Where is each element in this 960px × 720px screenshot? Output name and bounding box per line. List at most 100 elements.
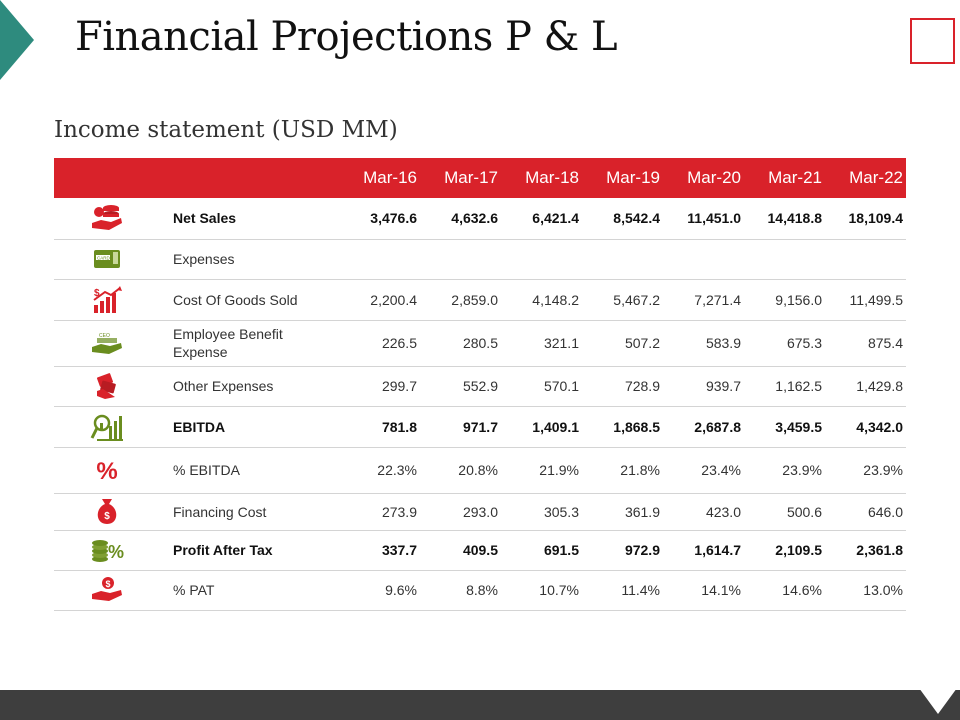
value-cell: 293.0 <box>420 493 501 531</box>
value-cell: 18,109.4 <box>825 198 906 240</box>
value-cell: 423.0 <box>663 493 744 531</box>
row-icon-cell <box>54 198 159 240</box>
table-row: CEO Employee Benefit Expense 226.5 280.5 321… <box>54 320 906 367</box>
value-cell: 500.6 <box>744 493 825 531</box>
value-cell: 21.9% <box>501 447 582 494</box>
value-cell: 3,476.6 <box>339 198 420 240</box>
row-label: Cost Of Goods Sold <box>159 279 339 321</box>
coins-hand-icon <box>89 203 125 233</box>
value-cell: 9,156.0 <box>744 279 825 321</box>
svg-text:%: % <box>107 542 123 562</box>
value-cell: 2,361.8 <box>825 530 906 571</box>
row-label: Other Expenses <box>159 366 339 407</box>
row-label: % PAT <box>159 570 339 611</box>
column-header: Mar-17 <box>444 168 498 187</box>
table-row: Net Sales 3,476.6 4,632.6 6,421.4 8,542.4 11,… <box>54 198 906 240</box>
value-cell: 646.0 <box>825 493 906 531</box>
money-bills-icon <box>89 371 125 401</box>
value-cell: 6,421.4 <box>501 198 582 240</box>
row-icon-cell: % <box>54 447 159 494</box>
table-row: $ % PAT 9.6% 8.8% 10.7% 11.4% 14.1% 14.6% 13.0% <box>54 570 906 611</box>
value-cell: 1,614.7 <box>663 530 744 571</box>
value-cell: 3,459.5 <box>744 406 825 448</box>
value-cell: 875.4 <box>825 320 906 367</box>
value-cell: 1,429.8 <box>825 366 906 407</box>
table-row: % Profit After Tax 337.7 409.5 691.5 972.9 1,6… <box>54 530 906 571</box>
value-cell: 675.3 <box>744 320 825 367</box>
value-cell: 728.9 <box>582 366 663 407</box>
value-cell: 14.6% <box>744 570 825 611</box>
value-cell: 552.9 <box>420 366 501 407</box>
value-cell: 21.8% <box>582 447 663 494</box>
table-row: %% EBITDA 22.3% 20.8% 21.9% 21.8% 23.4% 23.9% 2… <box>54 447 906 494</box>
row-icon-cell: CARD <box>54 239 159 280</box>
value-cell: 7,271.4 <box>663 279 744 321</box>
coins-percent-icon: % <box>89 535 125 565</box>
column-header: Mar-20 <box>687 168 741 187</box>
value-cell <box>663 239 744 280</box>
value-cell: 299.7 <box>339 366 420 407</box>
value-cell: 321.1 <box>501 320 582 367</box>
header-icon-cell <box>54 158 159 198</box>
value-cell: 4,148.2 <box>501 279 582 321</box>
row-label: Financing Cost <box>159 493 339 531</box>
value-cell: 4,342.0 <box>825 406 906 448</box>
value-cell: 273.9 <box>339 493 420 531</box>
column-header: Mar-18 <box>525 168 579 187</box>
value-cell: 4,632.6 <box>420 198 501 240</box>
column-header: Mar-22 <box>849 168 903 187</box>
percent-icon: % <box>89 455 125 485</box>
column-header: Mar-19 <box>606 168 660 187</box>
value-cell: 11,499.5 <box>825 279 906 321</box>
value-cell: 13.0% <box>825 570 906 611</box>
table-row: Other Expenses 299.7 552.9 570.1 728.9 939.7 1… <box>54 366 906 407</box>
svg-text:$: $ <box>104 511 110 522</box>
table-subtitle: Income statement (USD MM) <box>54 117 398 143</box>
decorative-box <box>910 18 955 64</box>
page-title: Financial Projections P & L <box>75 14 618 60</box>
svg-text:%: % <box>96 458 117 485</box>
value-cell <box>744 239 825 280</box>
value-cell: 361.9 <box>582 493 663 531</box>
row-icon-cell <box>54 366 159 407</box>
value-cell: 280.5 <box>420 320 501 367</box>
row-icon-cell: CEO <box>54 320 159 367</box>
value-cell: 10.7% <box>501 570 582 611</box>
value-cell: 939.7 <box>663 366 744 407</box>
card-icon: CARD <box>89 244 125 274</box>
svg-text:CARD: CARD <box>97 255 111 260</box>
row-icon-cell: % <box>54 530 159 571</box>
column-header: Mar-21 <box>768 168 822 187</box>
table-header-row: Mar-16 Mar-17 Mar-18 Mar-19 Mar-20 Mar-2… <box>54 158 906 198</box>
hand-money-icon: CEO <box>89 328 125 358</box>
table-row: $ Cost Of Goods Sold 2,200.4 2,859.0 4,148.2… <box>54 279 906 321</box>
value-cell: 691.5 <box>501 530 582 571</box>
value-cell: 409.5 <box>420 530 501 571</box>
row-label: Expenses <box>159 239 339 280</box>
magnifier-bars-icon <box>89 412 125 442</box>
value-cell: 2,200.4 <box>339 279 420 321</box>
value-cell: 1,162.5 <box>744 366 825 407</box>
value-cell: 1,868.5 <box>582 406 663 448</box>
row-label: % EBITDA <box>159 447 339 494</box>
row-icon-cell <box>54 406 159 448</box>
value-cell: 971.7 <box>420 406 501 448</box>
value-cell <box>825 239 906 280</box>
value-cell <box>501 239 582 280</box>
value-cell: 1,409.1 <box>501 406 582 448</box>
value-cell: 507.2 <box>582 320 663 367</box>
value-cell: 8,542.4 <box>582 198 663 240</box>
svg-text:$: $ <box>94 288 100 299</box>
table-row: CARD Expenses <box>54 239 906 280</box>
svg-text:CEO: CEO <box>99 333 110 339</box>
row-label: Net Sales <box>159 198 339 240</box>
value-cell: 9.6% <box>339 570 420 611</box>
value-cell <box>582 239 663 280</box>
value-cell: 570.1 <box>501 366 582 407</box>
value-cell: 337.7 <box>339 530 420 571</box>
footer-bar <box>0 690 960 720</box>
value-cell: 583.9 <box>663 320 744 367</box>
money-bag-icon: $ <box>89 497 125 527</box>
value-cell: 11.4% <box>582 570 663 611</box>
value-cell: 2,109.5 <box>744 530 825 571</box>
